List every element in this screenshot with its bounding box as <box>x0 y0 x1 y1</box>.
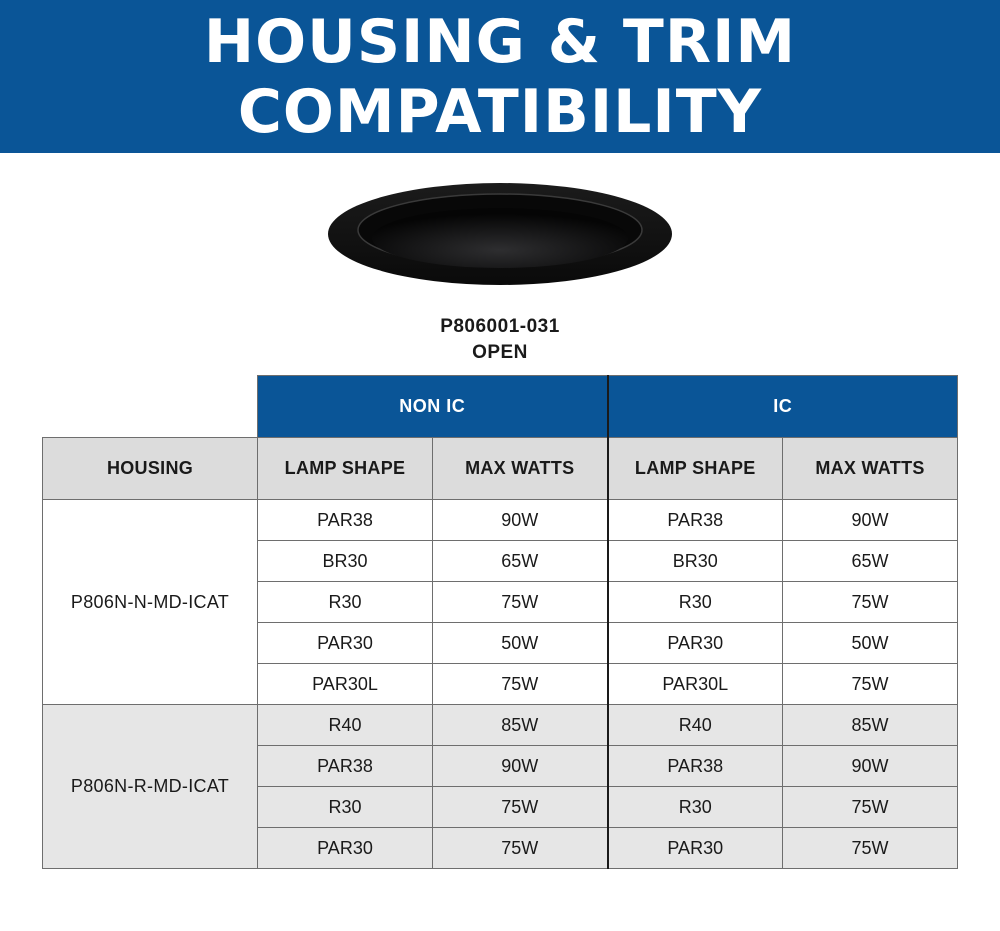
ic-lamp-cell: BR30 <box>606 540 783 582</box>
ic-lamp-cell: PAR30 <box>606 622 783 664</box>
col-header-non-ic-watts: MAX WATTS <box>432 437 608 500</box>
non-ic-lamp-cell: PAR38 <box>257 499 433 541</box>
group-header-ic: IC <box>606 375 958 438</box>
title-line-2: COMPATIBILITY <box>237 76 763 147</box>
non-ic-lamp-cell: PAR38 <box>257 745 433 787</box>
product-code: P806001-031 <box>440 316 560 337</box>
table-row: BR30 65W BR30 65W <box>43 540 958 582</box>
title-line-1: HOUSING & TRIM <box>203 6 797 77</box>
ic-lamp-cell: R40 <box>606 704 783 746</box>
col-header-non-ic-lamp: LAMP SHAPE <box>257 437 433 500</box>
col-header-ic-lamp: LAMP SHAPE <box>606 437 783 500</box>
non-ic-watts-cell: 85W <box>432 704 608 746</box>
non-ic-lamp-cell: PAR30L <box>257 663 433 705</box>
ic-lamp-cell: PAR38 <box>606 745 783 787</box>
column-header-row: HOUSING LAMP SHAPE MAX WATTS LAMP SHAPE … <box>42 437 958 500</box>
ic-lamp-cell: PAR30L <box>606 663 783 705</box>
ic-lamp-cell: PAR30 <box>606 827 783 869</box>
ic-watts-cell: 75W <box>782 827 958 869</box>
non-ic-watts-cell: 75W <box>432 827 608 869</box>
col-header-housing: HOUSING <box>42 437 258 500</box>
table-row: R30 75W R30 75W <box>43 786 958 828</box>
table-row: P806N-N-MD-ICAT PAR38 90W PAR38 90W <box>42 499 958 705</box>
non-ic-lamp-cell: BR30 <box>257 540 433 582</box>
housing-cell: P806N-R-MD-ICAT <box>42 704 258 869</box>
ic-watts-cell: 75W <box>782 786 958 828</box>
ic-watts-cell: 75W <box>782 581 958 623</box>
non-ic-watts-cell: 65W <box>432 540 608 582</box>
col-header-ic-watts: MAX WATTS <box>782 437 958 500</box>
compatibility-table: NON IC IC HOUSING LAMP SHAPE MAX WATTS L… <box>42 375 958 869</box>
ic-watts-cell: 65W <box>782 540 958 582</box>
ic-watts-cell: 85W <box>782 704 958 746</box>
non-ic-lamp-cell: R30 <box>257 786 433 828</box>
non-ic-watts-cell: 90W <box>432 745 608 787</box>
ic-watts-cell: 90W <box>782 499 958 541</box>
non-ic-lamp-cell: PAR30 <box>257 622 433 664</box>
table-row: P806N-R-MD-ICAT R40 85W R40 85W <box>42 704 958 869</box>
non-ic-lamp-cell: R40 <box>257 704 433 746</box>
ic-lamp-cell: R30 <box>606 786 783 828</box>
group-header-row: NON IC IC <box>43 375 958 438</box>
product-type: OPEN <box>472 342 528 363</box>
blank-corner <box>43 376 258 438</box>
non-ic-watts-cell: 75W <box>432 663 608 705</box>
non-ic-watts-cell: 90W <box>432 499 608 541</box>
housing-cell: P806N-N-MD-ICAT <box>42 499 258 705</box>
non-ic-watts-cell: 75W <box>432 786 608 828</box>
ic-lamp-cell: PAR38 <box>606 499 783 541</box>
table-row: PAR30 75W PAR30 75W <box>43 827 958 869</box>
non-ic-watts-cell: 75W <box>432 581 608 623</box>
table-row: PAR30 50W PAR30 50W <box>43 622 958 664</box>
ic-watts-cell: 90W <box>782 745 958 787</box>
non-ic-lamp-cell: R30 <box>257 581 433 623</box>
title-banner: HOUSING & TRIM COMPATIBILITY <box>0 0 1000 153</box>
ic-watts-cell: 75W <box>782 663 958 705</box>
group-header-non-ic: NON IC <box>257 375 608 438</box>
recessed-trim-icon <box>328 183 672 285</box>
ic-lamp-cell: R30 <box>606 581 783 623</box>
non-ic-watts-cell: 50W <box>432 622 608 664</box>
table-row: PAR38 90W PAR38 90W <box>43 745 958 787</box>
ic-watts-cell: 50W <box>782 622 958 664</box>
non-ic-lamp-cell: PAR30 <box>257 827 433 869</box>
table-row: R30 75W R30 75W <box>43 581 958 623</box>
